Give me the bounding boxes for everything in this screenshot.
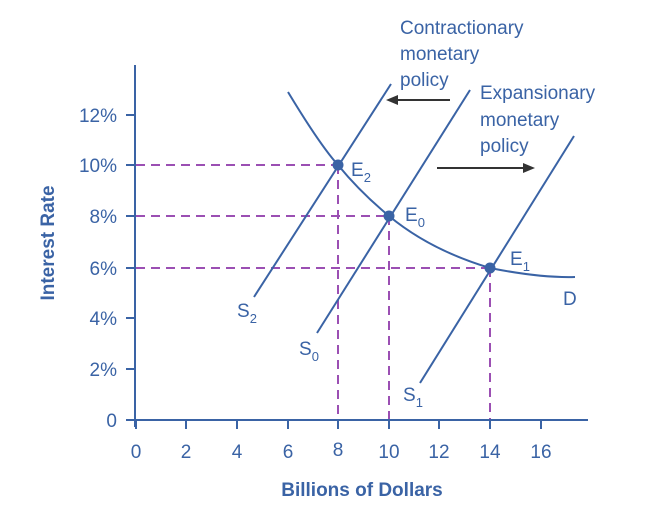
equilibrium-point-e0 bbox=[383, 210, 395, 222]
x-axis-title: Billions of Dollars bbox=[281, 480, 443, 501]
x-tick-6: 6 bbox=[283, 442, 294, 463]
y-tick-0: 0 bbox=[106, 411, 117, 432]
contractionary-line-3: policy bbox=[400, 70, 449, 91]
label-s2: S2 bbox=[237, 301, 257, 326]
x-tick-12: 12 bbox=[428, 442, 449, 463]
y-tick-12: 12% bbox=[79, 106, 117, 127]
arrow-left-icon bbox=[386, 95, 450, 105]
expansionary-line-2: monetary bbox=[480, 110, 560, 131]
y-tick-6: 6% bbox=[90, 259, 118, 280]
y-axis-title: Interest Rate bbox=[38, 185, 59, 300]
label-e2: E2 bbox=[351, 160, 371, 185]
x-tick-4: 4 bbox=[232, 442, 243, 463]
label-s0: S0 bbox=[299, 339, 319, 364]
y-tick-2: 2% bbox=[90, 360, 118, 381]
label-e0: E0 bbox=[405, 205, 425, 230]
y-tick-10: 10% bbox=[79, 156, 117, 177]
expansionary-line-1: Expansionary bbox=[480, 83, 596, 104]
x-tick-2: 2 bbox=[181, 442, 192, 463]
expansionary-annotation: Expansionary monetary policy bbox=[480, 83, 596, 157]
y-tick-4: 4% bbox=[90, 309, 118, 330]
x-tick-labels: 0 2 4 6 8 10 12 14 16 bbox=[131, 440, 552, 463]
supply-curve-s2 bbox=[253, 83, 392, 298]
x-tick-0: 0 bbox=[131, 442, 142, 463]
guide-lines bbox=[136, 164, 491, 420]
label-d: D bbox=[563, 289, 577, 310]
equilibrium-point-e2 bbox=[332, 159, 344, 171]
y-tick-labels: 0 2% 4% 6% 8% 10% 12% bbox=[79, 106, 117, 432]
x-tick-16: 16 bbox=[530, 442, 551, 463]
label-s1: S1 bbox=[403, 385, 423, 410]
contractionary-annotation: Contractionary monetary policy bbox=[400, 18, 524, 91]
contractionary-line-2: monetary bbox=[400, 44, 480, 65]
x-tick-14: 14 bbox=[479, 442, 501, 463]
arrow-right-icon bbox=[437, 163, 535, 173]
supply-curve-s1 bbox=[419, 135, 575, 384]
expansionary-line-3: policy bbox=[480, 136, 529, 157]
y-tick-8: 8% bbox=[90, 207, 118, 228]
x-tick-10: 10 bbox=[378, 442, 399, 463]
supply-curve-s0 bbox=[316, 89, 471, 334]
axes bbox=[126, 65, 588, 429]
x-tick-8: 8 bbox=[333, 440, 344, 461]
label-e1: E1 bbox=[510, 249, 530, 274]
equilibrium-point-e1 bbox=[484, 262, 496, 274]
contractionary-line-1: Contractionary bbox=[400, 18, 524, 39]
